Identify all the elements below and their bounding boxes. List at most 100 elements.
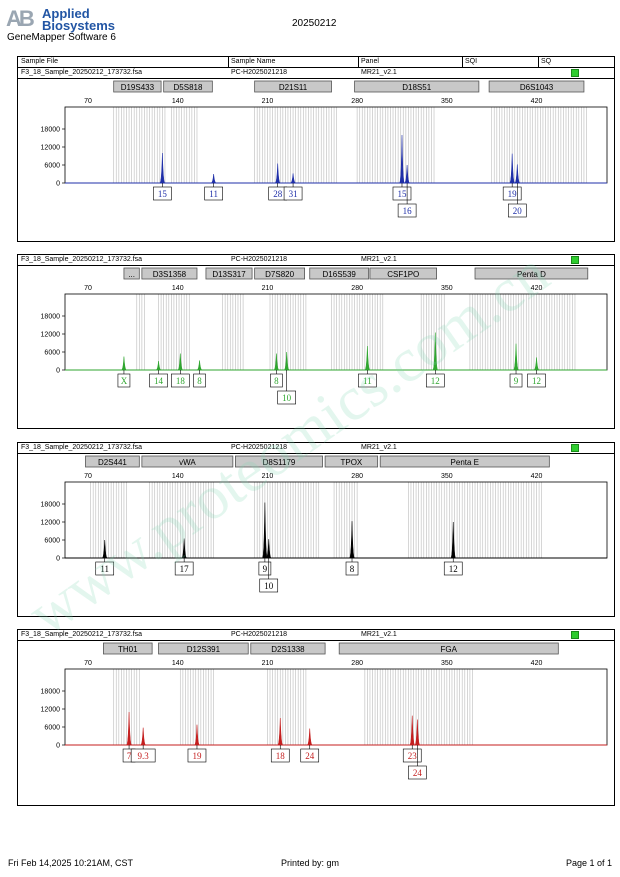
marker-label: FGA: [441, 645, 458, 654]
sizing-quality-indicator: [571, 444, 579, 452]
marker-box: [163, 80, 213, 93]
x-tick-label: 350: [441, 473, 453, 480]
panel-sample-header: F3_18_Sample_20250212_173732.fsa PC-H202…: [18, 68, 614, 79]
allele-label-box: [259, 578, 279, 593]
allele-label: 15: [158, 189, 168, 199]
trace-peak: [509, 153, 516, 184]
electropherogram-panel-red: F3_18_Sample_20250212_173732.fsa PC-H202…: [17, 629, 615, 806]
marker-box: [141, 455, 234, 468]
plot-frame: [64, 293, 608, 371]
column-divider: [538, 57, 539, 67]
trace-peak: [194, 724, 200, 746]
marker-box: [379, 455, 550, 468]
marker-box: [85, 455, 140, 468]
column-divider: [462, 57, 463, 67]
allele-label-box: [153, 186, 172, 201]
sizing-quality-indicator: [571, 69, 579, 77]
sample-name: PC-H2025021218: [231, 444, 288, 451]
x-tick-label: 280: [351, 98, 363, 105]
software-name: GeneMapper Software 6: [7, 32, 116, 43]
trace-peak: [364, 345, 371, 371]
chart-dye-blue: D19S433 D5S818 D21S11 D18S51 D6S1043 70 140 210…: [41, 80, 608, 218]
trace-peak: [261, 502, 268, 559]
y-tick-label: 6000: [44, 538, 60, 545]
sample-file-name: F3_18_Sample_20250212_173732.fsa: [21, 444, 143, 451]
x-tick-label: 70: [84, 285, 92, 292]
allele-label-box: [270, 373, 283, 388]
trace-peak: [121, 356, 127, 371]
marker-box: [474, 267, 589, 280]
allele-label-box: [193, 373, 206, 388]
marker-label: D3S1358: [153, 270, 187, 279]
trace-peak: [210, 173, 217, 184]
trace-peak: [306, 728, 313, 746]
marker-label: TH01: [118, 645, 138, 654]
sample-name: PC-H2025021218: [231, 69, 288, 76]
x-tick-label: 420: [531, 660, 543, 667]
allele-label-box: [270, 748, 290, 763]
allele-label: 9: [514, 376, 519, 386]
sample-file-name: F3_18_Sample_20250212_173732.fsa: [21, 69, 143, 76]
trace-peak: [450, 521, 457, 559]
marker-label: TPOX: [340, 458, 362, 467]
footer-page-number: Page 1 of 1: [566, 858, 613, 868]
allele-label: 16: [403, 206, 413, 216]
x-tick-label: 210: [262, 285, 274, 292]
allele-label-box: [277, 390, 296, 405]
logo-mark: AB: [6, 6, 35, 31]
marker-label: D8S1179: [263, 458, 296, 467]
allele-label: 7: [127, 751, 132, 761]
allele-label: 11: [363, 376, 372, 386]
allele-label: 12: [449, 564, 458, 574]
trace-peak: [155, 360, 162, 371]
x-tick-label: 140: [172, 285, 184, 292]
marker-box: [235, 455, 323, 468]
allele-label-box: [358, 373, 377, 388]
column-divider: [358, 57, 359, 67]
y-tick-label: 18000: [41, 127, 61, 134]
marker-label: D16S539: [323, 270, 357, 279]
y-tick-label: 0: [56, 743, 60, 750]
plot-frame: [64, 106, 608, 184]
electropherogram-panel-blue: F3_18_Sample_20250212_173732.fsa PC-H202…: [17, 67, 615, 242]
marker-label: D5S818: [174, 83, 203, 92]
allele-label: 28: [273, 189, 283, 199]
footer-printed-by: Printed by: gm: [281, 858, 340, 868]
marker-label: CSF1PO: [387, 270, 419, 279]
allele-label: 8: [274, 376, 279, 386]
allele-label-box: [204, 186, 223, 201]
col-sample-name: Sample Name: [231, 58, 276, 65]
x-tick-label: 350: [441, 285, 453, 292]
company-name-line1: Applied: [42, 6, 90, 21]
y-tick-label: 12000: [41, 145, 61, 152]
allele-label-box: [443, 561, 463, 576]
x-tick-label: 140: [172, 473, 184, 480]
x-tick-label: 280: [351, 473, 363, 480]
sample-name: PC-H2025021218: [231, 631, 288, 638]
x-tick-label: 420: [531, 473, 543, 480]
marker-label: D13S317: [212, 270, 246, 279]
y-tick-label: 18000: [41, 502, 61, 509]
y-tick-label: 6000: [44, 163, 60, 170]
x-tick-label: 210: [262, 98, 274, 105]
allele-label: 17: [180, 564, 190, 574]
trace-peak: [409, 715, 416, 746]
trace-peak: [283, 351, 290, 371]
marker-box: [369, 267, 437, 280]
allele-label: 20: [513, 206, 523, 216]
marker-label: Penta D: [517, 270, 546, 279]
trace-peak: [273, 353, 280, 371]
allele-label-box: [130, 748, 156, 763]
allele-label: 15: [397, 189, 407, 199]
chart-dye-black: D2S441 vWA D8S1179 TPOX Penta E 70 140 210 280 35…: [41, 455, 608, 593]
allele-label-box: [508, 203, 527, 218]
trace-peak: [290, 173, 296, 184]
trace-peak: [277, 717, 284, 746]
chart-dye-red: TH01 D12S391 D2S1338 FGA 70 140 210 280 350 420 0 6…: [41, 642, 608, 780]
allele-label: 10: [264, 581, 274, 591]
sizing-quality-indicator: [571, 256, 579, 264]
allele-label-box: [527, 373, 546, 388]
footer-printed-at: Fri Feb 14,2025 10:21AM, CST: [8, 858, 134, 868]
y-tick-label: 0: [56, 556, 60, 563]
allele-label: 11: [209, 189, 218, 199]
